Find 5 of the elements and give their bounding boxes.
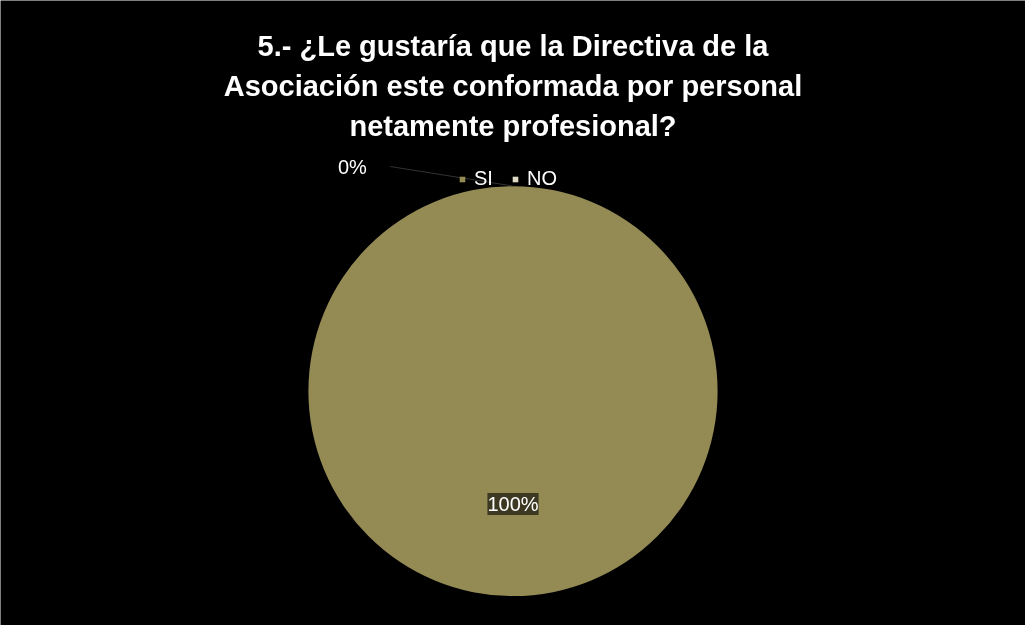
legend-label: SI <box>474 167 494 190</box>
legend-label: NO <box>527 167 557 190</box>
text: 0% <box>337 155 367 178</box>
chart-title: 5.- ¿Le gustaría que la Directiva de la Asociación este conformada por personal netamente profesional? <box>223 29 803 142</box>
data-label: 100% <box>487 492 539 515</box>
